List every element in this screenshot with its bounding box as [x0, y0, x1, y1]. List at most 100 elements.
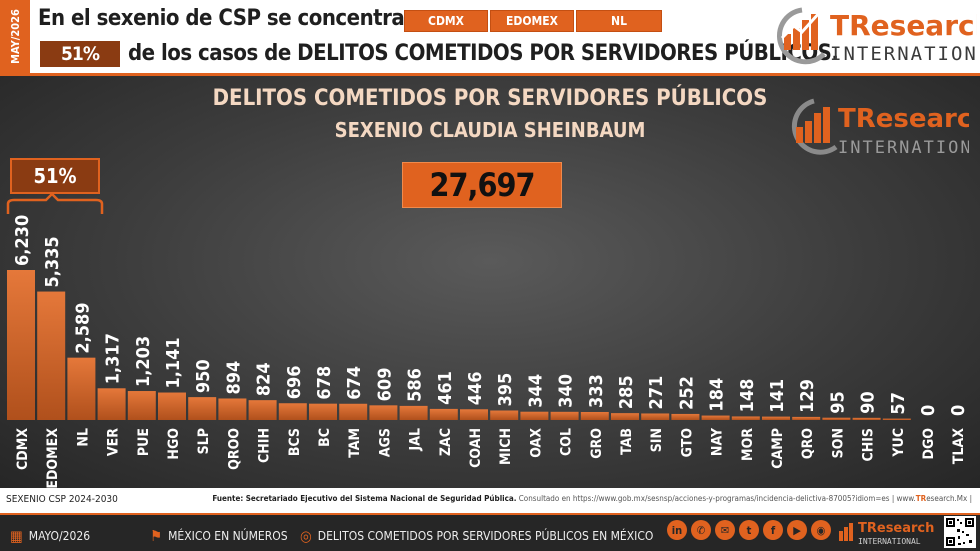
category-label: BC: [317, 428, 333, 447]
bar-qroo: [218, 398, 247, 420]
value-label: 285: [616, 375, 637, 409]
category-label: CHIS: [861, 428, 877, 462]
category-label: TLAX: [951, 428, 967, 464]
category-label: HGO: [166, 428, 182, 460]
value-label: 1,317: [103, 333, 124, 384]
category-label: OAX: [528, 428, 544, 458]
value-label: 57: [888, 392, 909, 415]
value-label: 340: [556, 374, 577, 408]
youtube-icon[interactable]: ▶: [787, 520, 807, 540]
category-label: TAM: [347, 428, 363, 458]
header-percent: 51%: [40, 41, 120, 67]
category-label: JAL: [408, 428, 424, 451]
source-strip: [0, 490, 980, 512]
bar-slp: [188, 397, 217, 420]
source-label: Fuente: Secretariado Ejecutivo del Siste…: [212, 494, 517, 503]
bracket-percent: 51%: [10, 158, 100, 194]
bar-col: [550, 411, 579, 420]
value-label: 586: [405, 368, 426, 402]
value-label: 6,230: [12, 215, 33, 266]
chip-edomex: EDOMEX: [490, 10, 574, 32]
category-label: VER: [106, 428, 122, 456]
value-label: 5,335: [42, 236, 63, 287]
bar-mor: [731, 416, 760, 420]
bar-chih: [248, 400, 277, 420]
value-label: 395: [495, 373, 516, 407]
value-label: 824: [254, 362, 275, 396]
bar-gto: [671, 413, 700, 420]
footer-topic: ◎ DELITOS COMETIDOS POR SERVIDORES PÚBLI…: [300, 527, 653, 545]
topic-icon: ◎: [300, 527, 312, 545]
bar-bcs: [278, 403, 307, 420]
value-label: 461: [435, 371, 456, 405]
bar-cdmx: [7, 270, 35, 420]
brand-logo-top: TResearch INTERNATIONAL: [772, 4, 980, 68]
value-label: 90: [858, 391, 879, 414]
brand-name-bottom: INTERNATIONAL: [830, 43, 977, 65]
footer-brand-bottom: INTERNATIONAL: [858, 537, 921, 546]
value-label: 674: [344, 366, 365, 400]
footer-brand-top: TResearch: [858, 521, 934, 536]
footer-date-label: MAYO/2026: [28, 529, 91, 543]
email-icon[interactable]: ✉: [715, 520, 735, 540]
bar-yuc: [882, 418, 911, 420]
category-label: SIN: [649, 428, 665, 452]
value-label: 678: [314, 366, 335, 400]
header-divider: [0, 73, 980, 76]
value-label: 252: [676, 376, 697, 410]
source-site-rest: esearch.Mx |: [926, 494, 972, 503]
twitter-icon[interactable]: t: [739, 520, 759, 540]
bar-edomex: [37, 291, 66, 420]
bar-tam: [339, 403, 368, 420]
category-label: CHIH: [257, 428, 273, 463]
map-icon: ⚑: [150, 527, 163, 545]
source-url: Consultado en https://www.gob.mx/sesnsp/…: [516, 494, 916, 503]
category-label: GTO: [679, 428, 695, 458]
footer-mexico-label: MÉXICO EN NÚMEROS: [168, 529, 288, 543]
bar-pue: [127, 391, 156, 420]
category-label: QROO: [226, 428, 242, 470]
calendar-icon: ▦: [10, 527, 23, 545]
chart-title: DELITOS COMETIDOS POR SERVIDORES PÚBLICO…: [212, 86, 768, 111]
bracket-top-three: [6, 192, 104, 214]
instagram-icon[interactable]: ◉: [811, 520, 831, 540]
value-label: 333: [586, 374, 607, 408]
footer-mexico: ⚑ MÉXICO EN NÚMEROS: [150, 527, 288, 545]
value-label: 0: [948, 405, 969, 416]
category-label: AGS: [377, 428, 393, 457]
value-label: 344: [525, 374, 546, 408]
category-label: CDMX: [15, 428, 31, 470]
bar-chis: [852, 417, 881, 420]
bar-son: [822, 417, 851, 420]
footer-date: ▦ MAYO/2026: [10, 527, 90, 545]
bar-nay: [701, 415, 730, 420]
watermark-name-bottom: INTERNATIONAL: [838, 138, 969, 158]
brand-logo-watermark-icon: TResearch INTERNATIONAL: [791, 98, 980, 158]
category-label: MICH: [498, 428, 514, 465]
whatsapp-icon[interactable]: ✆: [691, 520, 711, 540]
chip-nl: NL: [576, 10, 662, 32]
footer-topic-label: DELITOS COMETIDOS POR SERVIDORES PÚBLICO…: [317, 529, 654, 543]
category-label: DGO: [921, 428, 937, 460]
bar-qro: [792, 416, 821, 420]
bars-group: 6,230 CDMX 5,335 EDOMEX 2,589 NL 1,317 VER 1,203…: [7, 215, 969, 489]
facebook-icon[interactable]: f: [763, 520, 783, 540]
bar-camp: [762, 416, 790, 420]
category-label: ZAC: [438, 428, 454, 456]
qr-code-icon: [946, 518, 974, 546]
qr-code[interactable]: [944, 516, 976, 548]
category-label: TAB: [619, 428, 635, 455]
value-label: 148: [737, 379, 758, 413]
bar-ver: [97, 388, 126, 420]
social-links: in ✆ ✉ t f ▶ ◉: [667, 520, 831, 540]
brand-logo-watermark: TResearch INTERNATIONAL: [784, 95, 980, 163]
value-label: 184: [707, 378, 728, 412]
value-label: 894: [223, 361, 244, 395]
bar-hgo: [158, 392, 186, 420]
headline-line1: En el sexenio de CSP se concentran en: [38, 6, 451, 31]
category-label: YUC: [891, 428, 907, 458]
category-label: CAMP: [770, 428, 786, 469]
value-label: 141: [767, 379, 788, 413]
linkedin-icon[interactable]: in: [667, 520, 687, 540]
